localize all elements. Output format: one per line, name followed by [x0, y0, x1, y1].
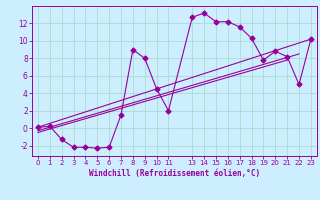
X-axis label: Windchill (Refroidissement éolien,°C): Windchill (Refroidissement éolien,°C): [89, 169, 260, 178]
